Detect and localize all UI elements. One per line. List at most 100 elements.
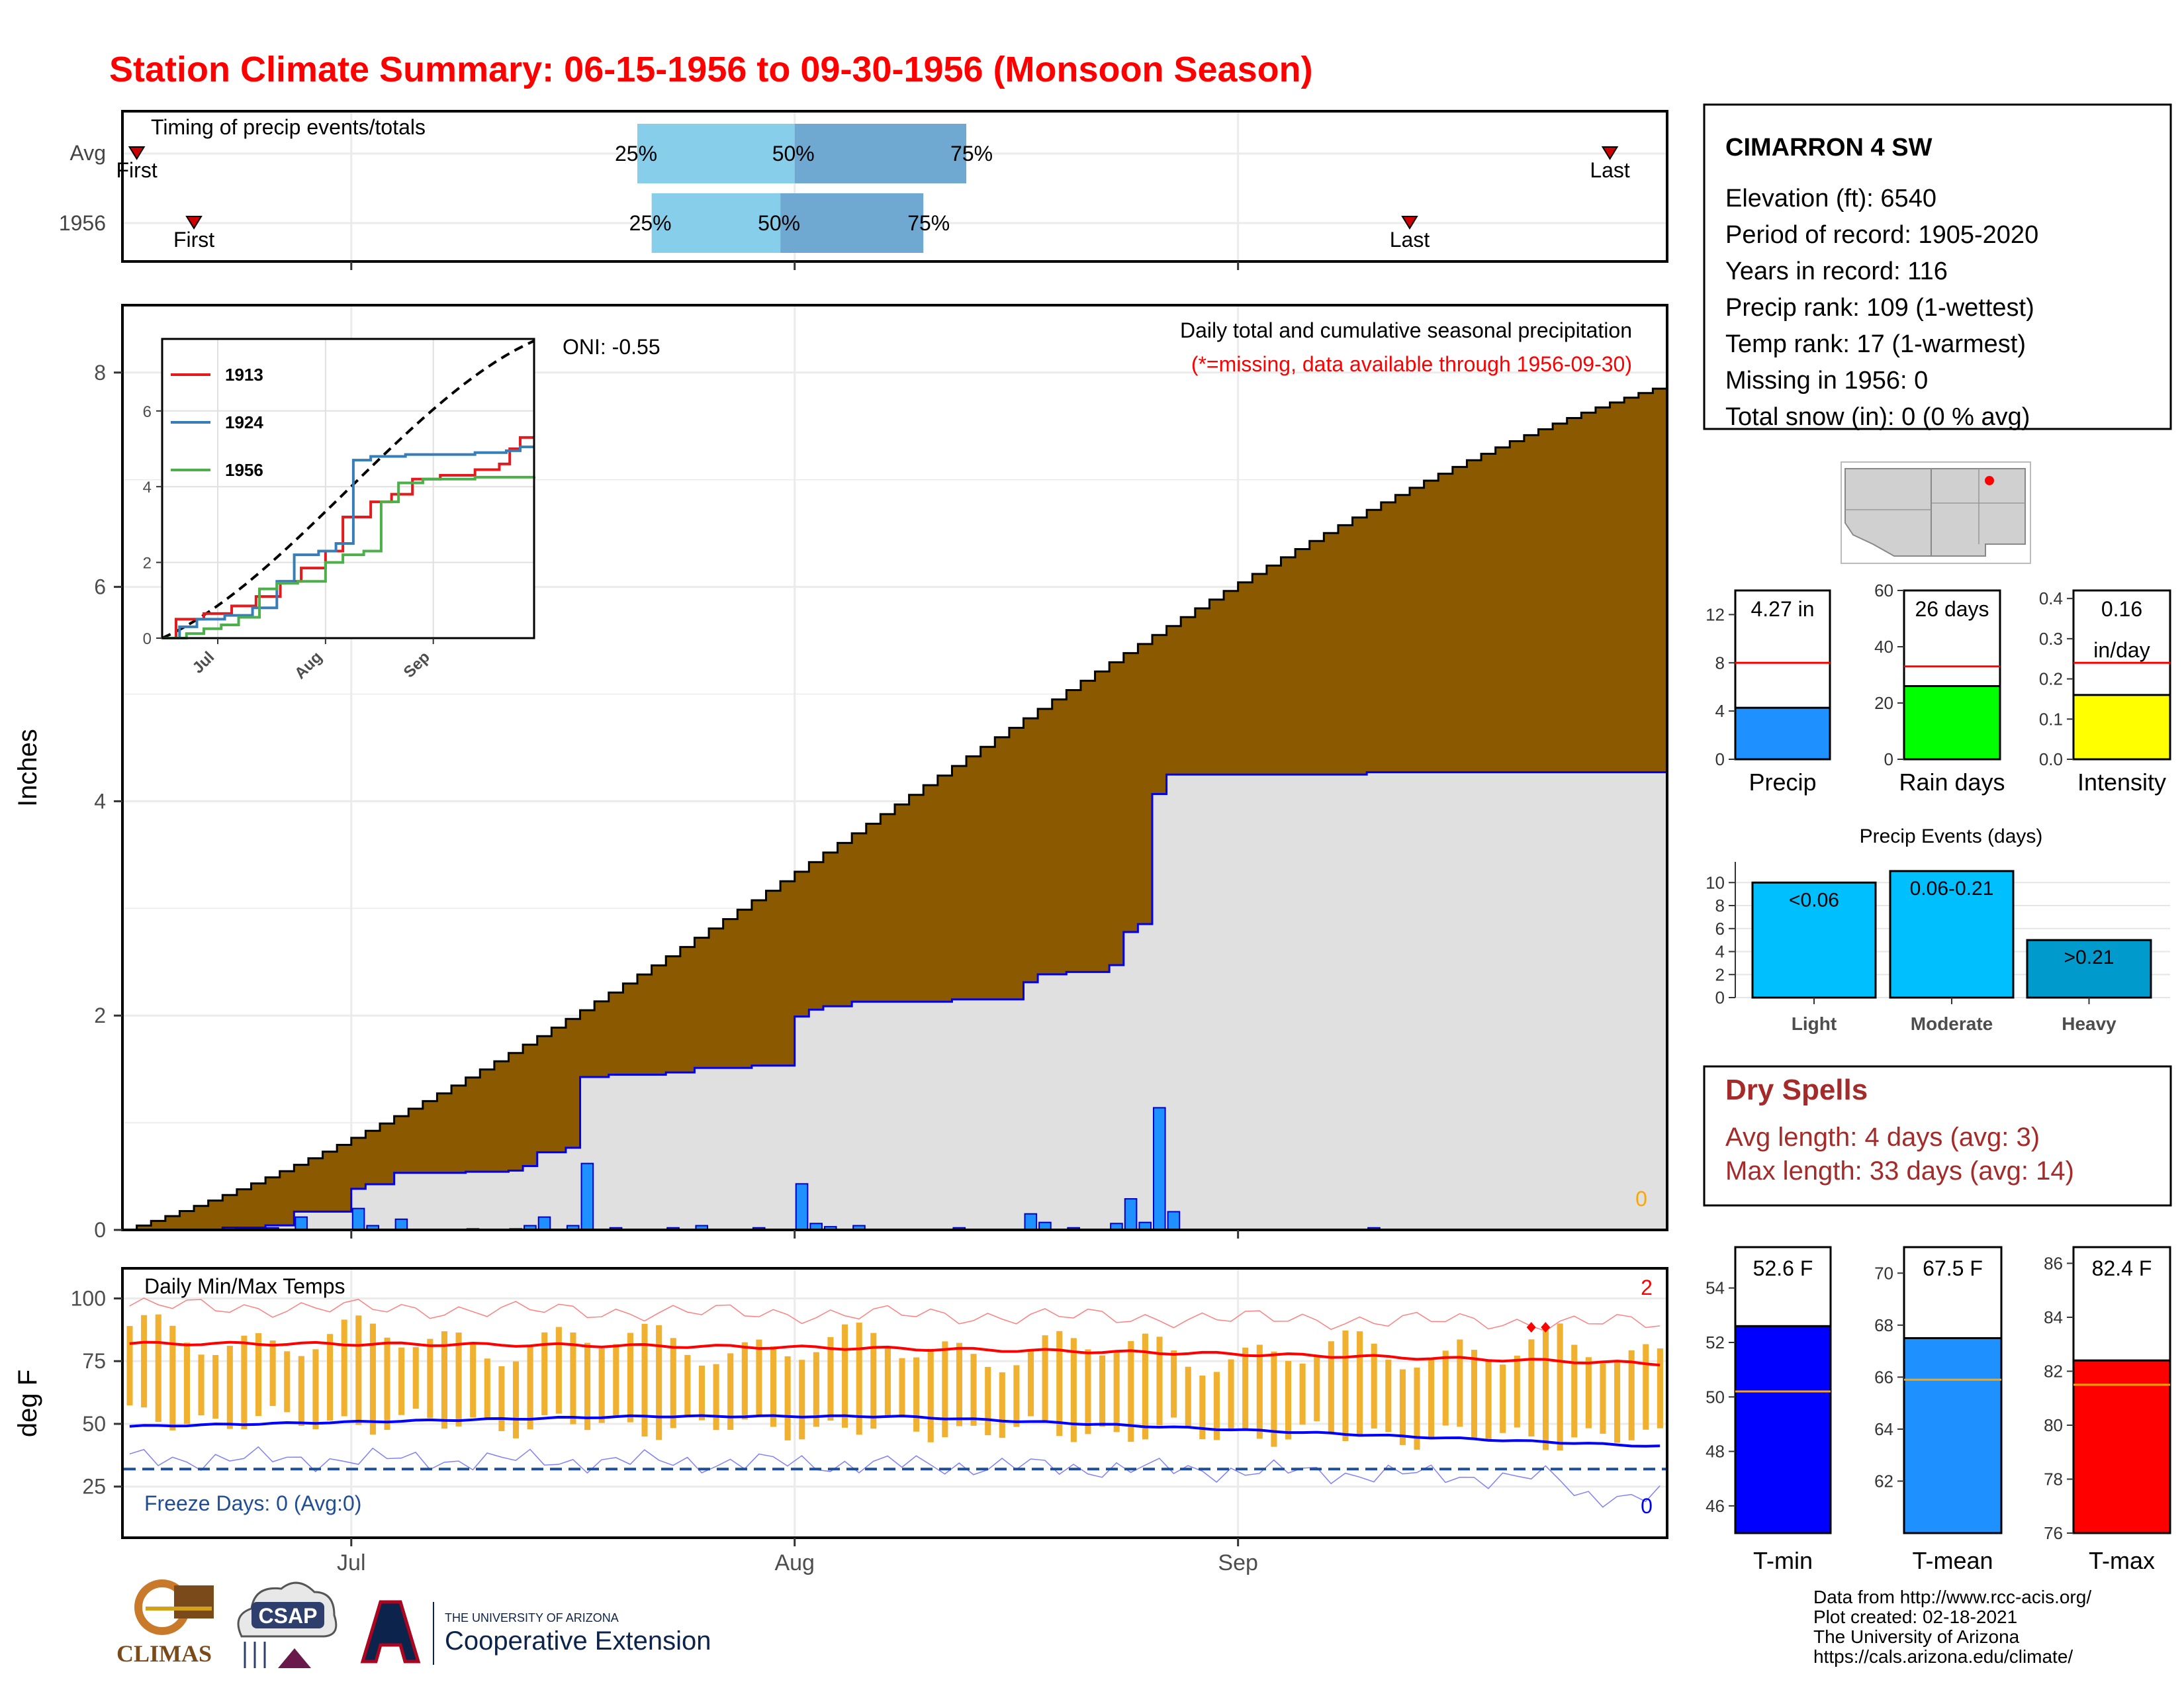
inset-legend-label: 1956 [225,460,263,480]
inset-legend-label: 1924 [225,412,263,432]
inset-y-tick-label: 0 [143,630,152,648]
record-high-count: 2 [1641,1276,1653,1299]
daily-temp-bar [727,1353,734,1430]
ua-cooperative-extension-logo: THE UNIVERSITY OF ARIZONA Cooperative Ex… [360,1600,711,1665]
daily-temp-bar [226,1346,233,1429]
daily-temp-bar [384,1337,390,1430]
temp-gridlines [124,1270,1666,1536]
daily-temp-bar [369,1323,376,1435]
timing-q50-q75-bar [794,124,967,183]
mini-bar-value: 26 days [1915,597,1989,621]
events-y-tick-label: 10 [1706,872,1725,892]
daily-temp-bar [398,1347,405,1415]
daily-temp-bar [1614,1360,1621,1443]
timing-row-label-year: 1956 [59,211,106,235]
daily-temp-bar [970,1354,977,1426]
precip-title-line2: (*=missing, data available through 1956-… [1191,352,1632,376]
precip-event-bin: >0.21 [2064,947,2115,968]
daily-temp-bar [1042,1335,1048,1421]
daily-temp-bar [198,1354,205,1416]
daily-temp-bar [784,1356,791,1440]
temp-panel-background [122,1268,1667,1538]
daily-temp-bar [1085,1349,1091,1434]
daily-temp-bar [427,1338,433,1419]
temp-bar-y-tick-label: 48 [1706,1442,1725,1462]
record-low-line [129,1446,1661,1508]
mini-bar-y-tick-label: 0 [1715,749,1725,769]
temp-series [124,1297,1666,1508]
temp-bar-y-tick-label: 80 [2044,1415,2063,1435]
daily-temp-bar [312,1349,319,1430]
daily-temp-bar [1357,1331,1363,1437]
ua-coop-ext: Cooperative Extension [445,1626,711,1656]
daily-temp-bar [770,1346,777,1427]
precip-y-axis: 0 2 4 6 8 [94,361,1240,1242]
precip-event-label: Light [1792,1013,1837,1034]
daily-precip-bar [1024,1213,1038,1231]
mini-bar-y-tick-label: 0 [1884,749,1893,769]
daily-temp-bar [927,1348,934,1442]
locator-map [1841,461,2031,564]
timing-p75-label: 75% [907,211,950,235]
daily-temp-bar [1070,1338,1077,1442]
timing-p50-label: 50% [772,142,815,165]
x-tick-label: Sep [1218,1550,1258,1575]
daily-temp-bar [842,1324,848,1428]
inset-series-1913 [162,436,534,639]
daily-temp-bar [1600,1364,1606,1434]
daily-temp-bar [183,1342,191,1425]
ua-name: THE UNIVERSITY OF ARIZONA [445,1611,619,1624]
daily-precip-bar [1153,1107,1166,1231]
station-info-box: CIMARRON 4 SW Elevation (ft): 6540 Perio… [1703,103,2172,431]
temp-title: Daily Min/Max Temps [144,1274,345,1298]
daily-temp-bar [870,1333,877,1429]
mini-bar-y-tick-label: 0.2 [2039,669,2063,689]
inset-series-1924 [162,445,534,639]
timing-row-label-avg: Avg [69,141,106,165]
seasonal-total-bars: 4.27 in 0 4 8 12 Precip 26 days 0 20 40 60 Rain day… [1706,581,2171,796]
daily-temp-bar [1528,1339,1535,1436]
daily-temp-bar [1457,1339,1463,1427]
temp-bar-y-tick-label: 76 [2044,1523,2063,1543]
mini-bar-y-tick-label: 60 [1874,581,1893,600]
temp-panel: 25 50 75 100 Jul Aug Sep deg F Daily Min/Max … [13,1267,1668,1575]
climas-wordmark: CLIMAS [116,1640,212,1667]
temp-ylabel: deg F [13,1370,42,1437]
daily-temp-bar [713,1364,719,1430]
daily-temp-bar [470,1344,477,1418]
dry-spells-avg: Avg length: 4 days (avg: 3) [1725,1123,2040,1152]
timing-last-marker [1601,146,1619,160]
daily-temp-bar [1371,1343,1377,1429]
inset-legend: 1913 1924 1956 [171,365,263,480]
timing-p25-label: 25% [615,142,657,165]
timing-q25-q50-bar [637,124,795,183]
daily-temp-bar [684,1354,691,1417]
events-y-tick-label: 0 [1715,988,1725,1008]
csap-badge [251,1602,324,1628]
climas-mark [174,1585,214,1618]
precip-ylabel: Inches [13,729,42,807]
daily-temp-bar [512,1361,520,1438]
daily-temp-bar [1643,1344,1649,1430]
daily-temp-bar [799,1360,805,1440]
timing-p25-label: 25% [629,211,672,235]
inset-y-tick-label: 2 [143,555,152,573]
daily-temp-bar [1213,1372,1220,1440]
precip-y-tick-label: 4 [94,789,106,813]
timing-q50-q75-bar [780,193,924,253]
precip-event-bin: 0.06-0.21 [1910,878,1994,900]
daily-temp-bar [656,1325,662,1440]
daily-temp-bar [1328,1341,1334,1432]
inset-legend-label: 1913 [225,365,263,385]
precip-events-chart: Precip Events (days) <0.06 Light 0.06-0.21… [1706,825,2170,1034]
x-tick-label: Jul [337,1550,365,1575]
station-info-frame [1703,103,2172,430]
daily-temp-bar [1156,1336,1163,1426]
temp-y-tick-label: 100 [71,1286,106,1310]
temp-bar-y-tick-label: 62 [1874,1471,1893,1491]
mini-bar-y-tick-label: 40 [1874,637,1893,657]
shared-x-axis: Jul Aug Sep [337,1538,1258,1575]
daily-temp-bar [1314,1355,1320,1421]
precip-event-bar-light [1751,881,1877,999]
